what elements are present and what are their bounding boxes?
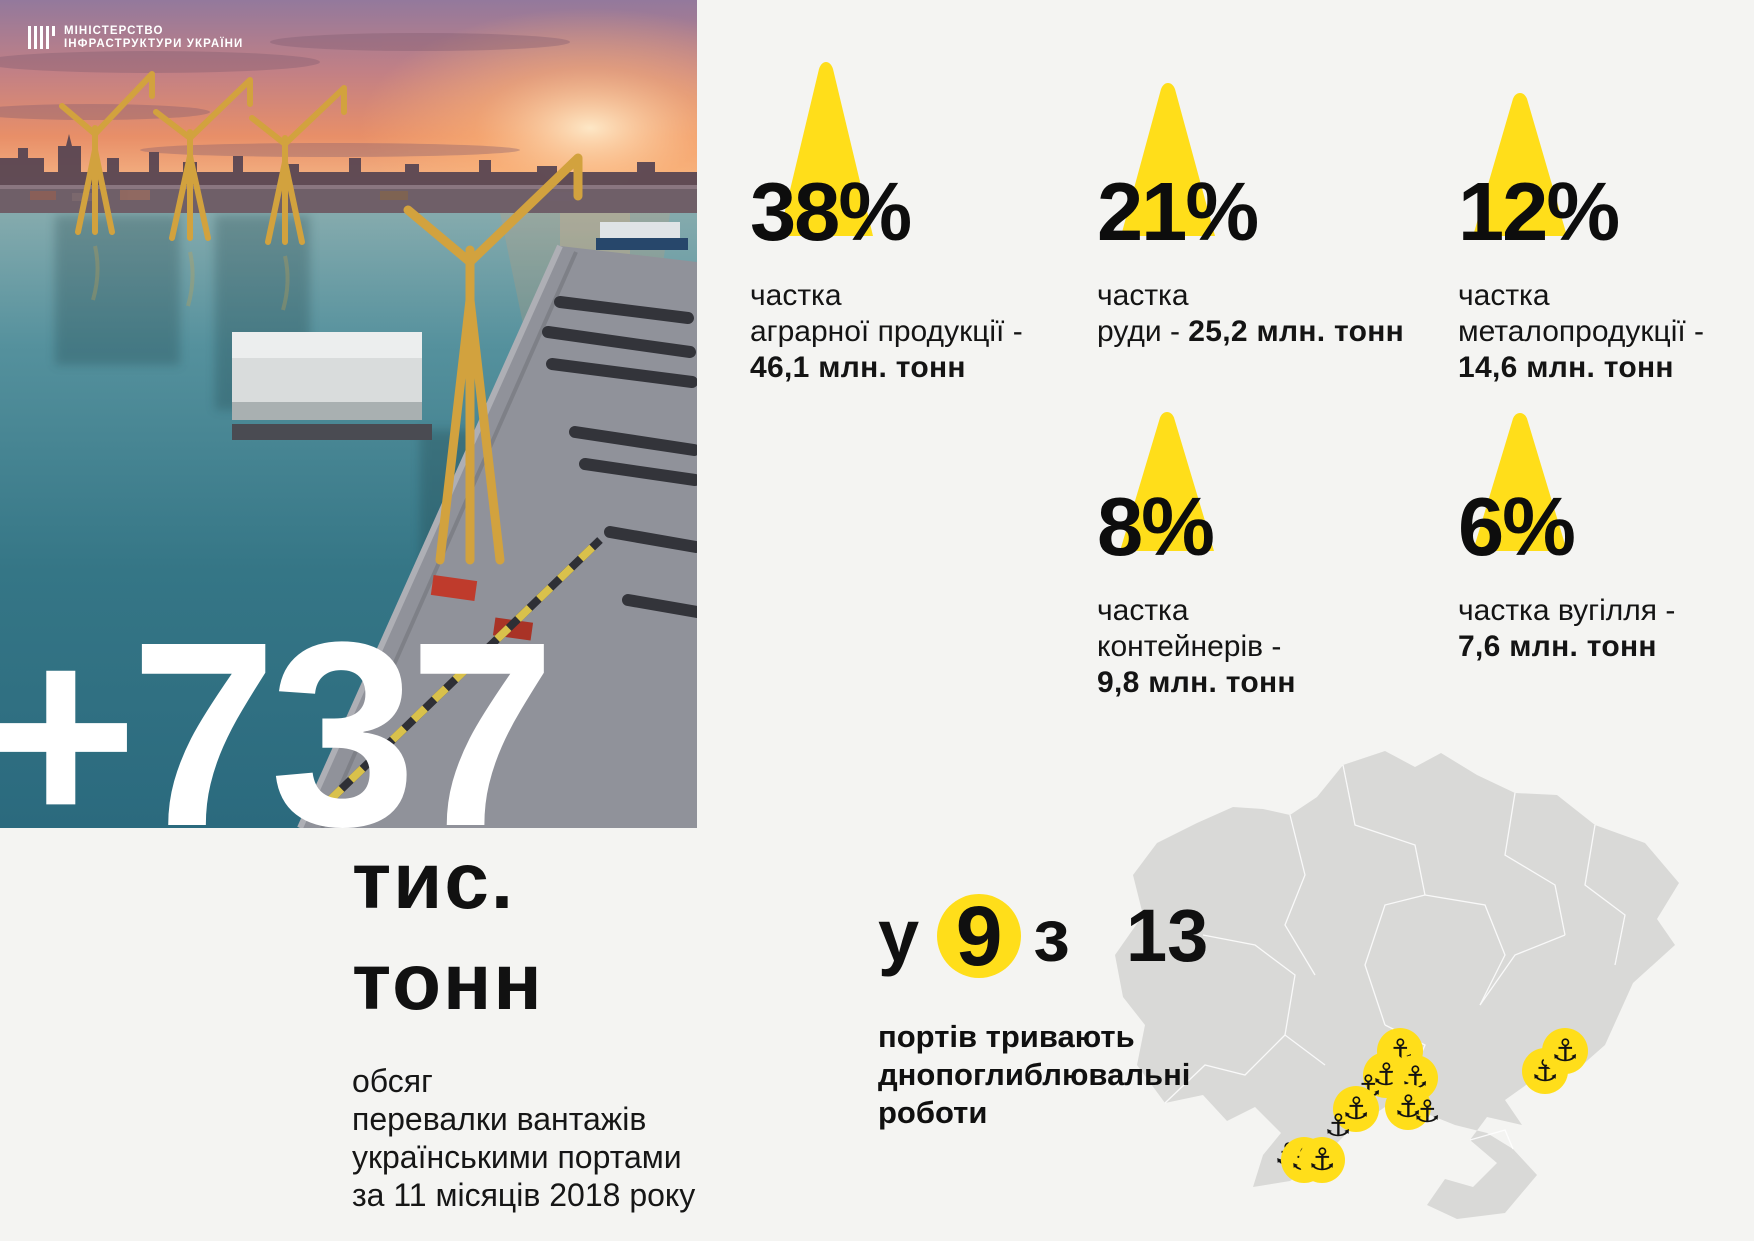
droplet-shape	[1473, 93, 1567, 236]
ports-headline: у 9 з 13	[878, 894, 1208, 978]
ports-description-line: портів тривають	[878, 1019, 1135, 1054]
port-anchor-icon: ⚓	[1299, 1137, 1345, 1183]
oblast-borders	[1164, 764, 1626, 1150]
stat-ore: 21% частка руди - 25,2 млн. тонн	[1097, 0, 1442, 700]
stat-caption-line: частка	[1097, 279, 1189, 312]
ministry-logo-bars-icon	[28, 25, 55, 51]
ministry-name-line1: МІНІСТЕРСТВО	[63, 25, 164, 37]
crane-reflections	[91, 245, 290, 311]
ports-total: 13	[1125, 894, 1209, 977]
stat-value-inline: 7,6 млн. тонн	[1458, 630, 1657, 663]
stat-value: 9,8 млн. тонн	[1097, 666, 1296, 699]
stat-caption: частка контейнерів - 9,8 млн. тонн	[1097, 593, 1442, 701]
stat-caption: частка вугілля - 7,6 млн. тонн	[1458, 593, 1754, 665]
stat-percent: 21%	[1097, 165, 1259, 258]
port-anchor-icon: ⚓	[1385, 1084, 1431, 1130]
city-skyline	[0, 134, 697, 185]
stat-value: 14,6 млн. тонн	[1458, 351, 1674, 384]
quay-edge-stripes	[327, 537, 603, 803]
stat-containers: 8% частка контейнерів - 9,8 млн. тонн	[1097, 0, 1442, 700]
ports-word-u: у	[878, 894, 920, 977]
ministry-name-line2: ІНФРАСТРУКТУРИ УКРАЇНИ	[63, 38, 244, 50]
clouds	[0, 33, 570, 157]
droplet-shape	[1473, 413, 1567, 551]
hero-description: обсяг перевалки вантажів українськими по…	[352, 1062, 695, 1214]
stat-caption-line: металопродукції -	[1458, 315, 1705, 348]
stat-caption-line: частка	[1097, 594, 1189, 627]
ministry-logo: МІНІСТЕРСТВО ІНФРАСТРУКТУРИ УКРАЇНИ	[28, 25, 243, 51]
ministry-logo-text: МІНІСТЕРСТВО ІНФРАСТРУКТУРИ УКРАЇНИ	[64, 25, 243, 51]
hero-description-line: перевалки вантажів	[352, 1101, 647, 1137]
ukraine-map: ⚓⚓⚓⚓⚓⚓⚓⚓⚓⚓⚓⚓⚓	[1085, 735, 1700, 1220]
ports-description-line: днопоглиблювальні	[878, 1057, 1191, 1092]
stat-caption-line: частка	[750, 279, 842, 312]
port-anchor-icon: ⚓	[1542, 1028, 1588, 1074]
warehouse	[232, 332, 432, 440]
stat-metal: 12% частка металопродукції - 14,6 млн. т…	[1458, 0, 1754, 700]
stat-caption: частка руди - 25,2 млн. тонн	[1097, 278, 1442, 350]
ports-description-line: роботи	[878, 1095, 988, 1130]
stat-caption: частка металопродукції - 14,6 млн. тонн	[1458, 278, 1754, 386]
droplet-shape	[1120, 412, 1214, 551]
pipe-stacks	[542, 296, 697, 618]
port-anchor-icon: ⚓	[1413, 1093, 1441, 1130]
hero-unit-line1: тис.	[352, 836, 516, 925]
droplet-shape	[1121, 83, 1215, 236]
hero-description-line: обсяг	[352, 1063, 433, 1099]
stat-caption-line: частка	[1458, 279, 1550, 312]
ports-word-z: з	[1033, 894, 1070, 977]
droplet-shape	[779, 62, 873, 236]
ukraine-map-shape	[1115, 751, 1679, 1219]
stat-caption-line: аграрної продукції -	[750, 315, 1023, 348]
stat-percent: 38%	[750, 165, 912, 258]
port-photo	[0, 0, 697, 828]
cranes	[59, 71, 583, 565]
stat-caption-line: руди -	[1097, 315, 1189, 348]
stat-percent: 6%	[1458, 480, 1576, 573]
stat-caption-line: контейнерів -	[1097, 630, 1282, 663]
hero-big-number: +737	[0, 587, 555, 881]
hero-description-line: українськими портами	[352, 1139, 682, 1175]
stat-caption: частка аграрної продукції - 46,1 млн. то…	[750, 278, 1095, 386]
stat-percent: 12%	[1458, 165, 1620, 258]
port-photo-illustration	[0, 0, 697, 828]
stat-value: 46,1 млн. тонн	[750, 351, 966, 384]
ship	[596, 222, 688, 250]
ports-count-badge: 9	[937, 894, 1022, 978]
stat-agrarian: 38% частка аграрної продукції - 46,1 млн…	[750, 0, 1095, 700]
stat-value-inline: 25,2 млн. тонн	[1188, 315, 1405, 348]
hero-unit-line2: тонн	[352, 937, 544, 1026]
port-anchor-icon: ⚓	[1333, 1086, 1379, 1132]
hero-description-line: за 11 місяців 2018 року	[352, 1177, 696, 1213]
stat-coal: 6% частка вугілля - 7,6 млн. тонн	[1458, 0, 1754, 700]
stat-percent: 8%	[1097, 480, 1215, 573]
stat-caption-line: частка вугілля -	[1458, 594, 1676, 627]
ports-description: портів тривають днопоглиблювальні роботи	[878, 1018, 1190, 1132]
port-anchor-icon: ⚓	[1324, 1107, 1352, 1144]
